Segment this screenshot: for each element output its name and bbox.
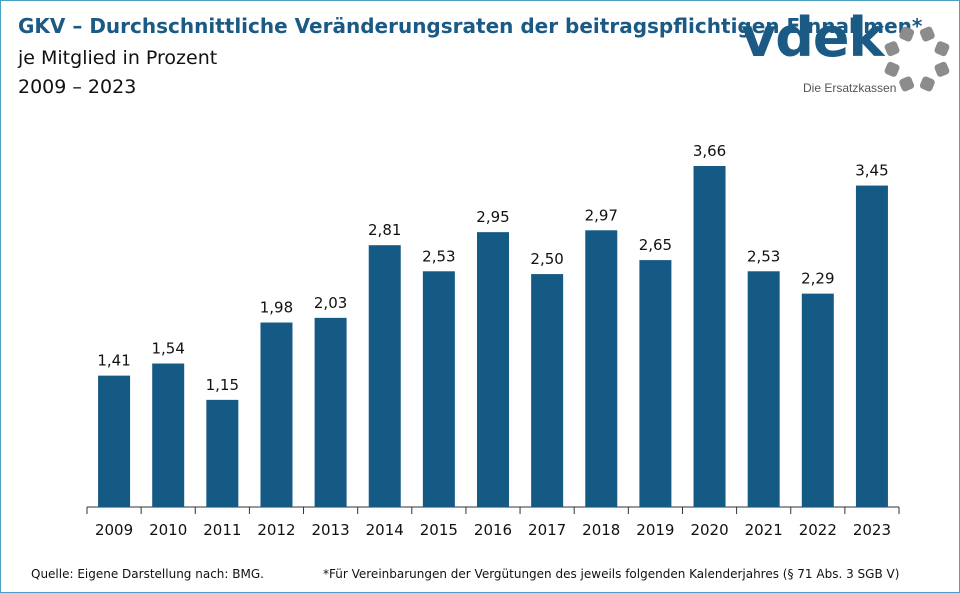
data-label: 3,66: [693, 142, 726, 160]
x-tick-label: 2013: [312, 521, 350, 539]
bar-2023: [855, 185, 888, 508]
x-tick-label: 2019: [636, 521, 674, 539]
logo-ring-dot: [899, 76, 915, 92]
vdek-logo: vdek Die Ersatzkassen: [741, 11, 956, 101]
bar-2010: [152, 363, 185, 507]
data-label: 1,41: [97, 352, 130, 370]
x-tick-label: 2021: [745, 521, 783, 539]
x-tick-label: 2017: [528, 521, 566, 539]
bar-2015: [422, 271, 455, 507]
bar-2022: [801, 293, 834, 507]
x-tick-label: 2016: [474, 521, 512, 539]
bar-2009: [98, 375, 131, 507]
logo-ring-dot: [919, 26, 935, 42]
data-label: 3,45: [855, 162, 888, 180]
data-label: 2,53: [747, 247, 780, 265]
x-tick-label: 2012: [257, 521, 295, 539]
data-label: 2,50: [530, 250, 563, 268]
chart-title: GKV – Durchschnittliche Veränderungsrate…: [18, 14, 923, 38]
logo-tagline: Die Ersatzkassen: [803, 81, 897, 95]
bar-2014: [368, 245, 401, 508]
data-label: 1,98: [260, 299, 293, 317]
logo-ring-icon: [884, 26, 950, 92]
data-label: 2,29: [801, 270, 834, 288]
x-tick-label: 2022: [799, 521, 837, 539]
bar-2016: [477, 232, 509, 507]
x-tick-label: 2018: [582, 521, 620, 539]
data-label: 2,53: [422, 247, 455, 265]
x-tick-label: 2023: [853, 521, 891, 539]
logo-ring-dot: [934, 41, 950, 57]
logo-ring-dot: [899, 26, 915, 42]
data-label: 1,54: [151, 340, 184, 358]
data-label: 2,97: [585, 206, 618, 224]
bar-2019: [639, 260, 672, 507]
x-tick-label: 2020: [690, 521, 728, 539]
x-tick-label: 2009: [95, 521, 133, 539]
x-tick-label: 2015: [420, 521, 458, 539]
source-note: Quelle: Eigene Darstellung nach: BMG.: [31, 567, 264, 581]
logo-ring-dot: [884, 41, 900, 57]
bar-2021: [747, 271, 780, 507]
bar-2013: [314, 317, 347, 507]
x-tick-label: 2010: [149, 521, 187, 539]
logo-wordmark: vdek: [741, 6, 884, 69]
x-tick-label: 2011: [203, 521, 241, 539]
bar-2018: [585, 230, 618, 508]
bar-chart: 1,41 2009 1,54 2010 1,15 2011 1,98 2012 2,03 2013…: [86, 142, 900, 539]
data-label: 2,81: [368, 221, 401, 239]
data-label: 2,95: [476, 208, 509, 226]
chart-year-range: 2009 – 2023: [18, 76, 137, 98]
x-tick-label: 2014: [366, 521, 404, 539]
footnote: *Für Vereinbarungen der Vergütungen des …: [323, 567, 900, 581]
bar-2012: [260, 322, 293, 507]
bar-2011: [206, 399, 239, 507]
data-label: 1,15: [206, 376, 239, 394]
chart-subtitle: je Mitglied in Prozent: [18, 47, 218, 69]
bar-2017: [531, 274, 564, 507]
bar-2020: [693, 166, 726, 507]
data-label: 2,03: [314, 294, 347, 312]
data-label: 2,65: [639, 236, 672, 254]
logo-ring-dot: [919, 76, 935, 92]
logo-ring-dot: [934, 61, 950, 77]
logo-ring-dot: [884, 61, 900, 77]
